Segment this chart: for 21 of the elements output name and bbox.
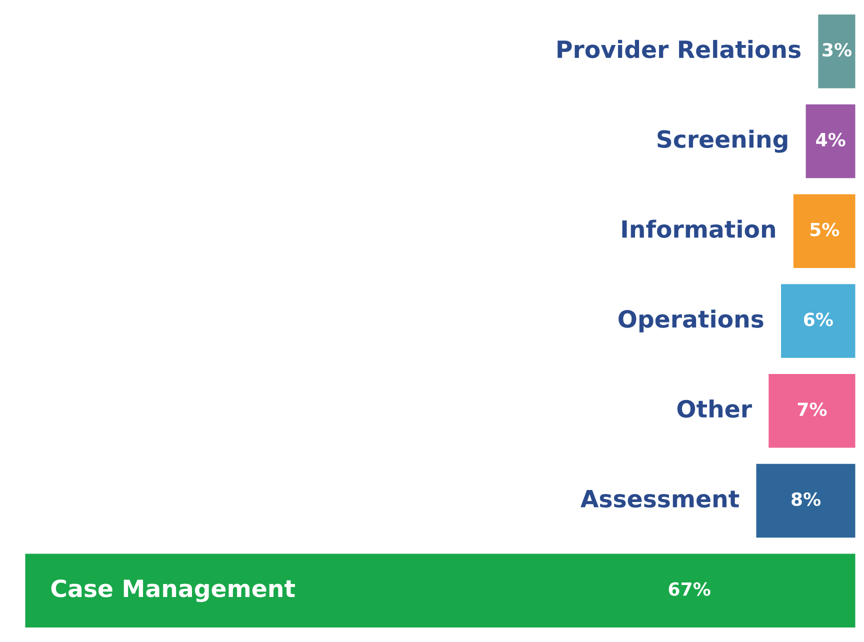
bar	[756, 464, 856, 538]
y-tick-label: Operations	[618, 310, 764, 332]
bar	[818, 14, 856, 88]
y-tick-label: Other	[677, 399, 752, 418]
data-label: 3%	[822, 42, 852, 57]
data-label: 6%	[804, 312, 833, 326]
bar	[793, 194, 856, 268]
data-label: 5%	[810, 222, 840, 236]
y-tick-label: Provider Relations	[558, 40, 800, 58]
y-tick-label: Case Management	[51, 579, 295, 602]
y-tick-label: Assessment	[580, 490, 740, 508]
data-label: 8%	[792, 492, 821, 506]
bar	[781, 284, 856, 358]
y-tick-label: Screening	[658, 130, 788, 153]
bar	[25, 554, 856, 628]
bar	[768, 374, 856, 448]
data-label: 4%	[816, 132, 846, 146]
data-label: 67%	[668, 582, 710, 596]
y-tick-label: Information	[622, 220, 775, 238]
bar	[806, 104, 856, 178]
data-label: 7%	[798, 402, 827, 416]
